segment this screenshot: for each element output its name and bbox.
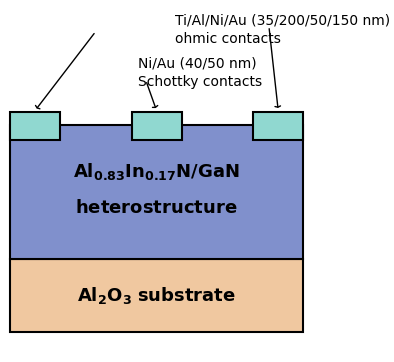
Text: Ni/Au (40/50 nm): Ni/Au (40/50 nm)	[138, 57, 256, 71]
Text: Schottky contacts: Schottky contacts	[138, 75, 262, 89]
Text: $\mathbf{Al_{0.83}In_{0.17}N/GaN}$: $\mathbf{Al_{0.83}In_{0.17}N/GaN}$	[73, 161, 240, 182]
Bar	[10, 125, 303, 258]
Bar	[253, 113, 303, 139]
Text: $\mathbf{heterostructure}$: $\mathbf{heterostructure}$	[75, 199, 238, 217]
Bar	[10, 258, 303, 332]
Text: ohmic contacts: ohmic contacts	[175, 31, 281, 46]
Bar	[132, 113, 182, 139]
Bar	[10, 113, 60, 139]
Text: $\mathbf{Al_2O_3}$ $\mathbf{substrate}$: $\mathbf{Al_2O_3}$ $\mathbf{substrate}$	[77, 285, 236, 306]
Text: Ti/Al/Ni/Au (35/200/50/150 nm): Ti/Al/Ni/Au (35/200/50/150 nm)	[175, 13, 390, 28]
